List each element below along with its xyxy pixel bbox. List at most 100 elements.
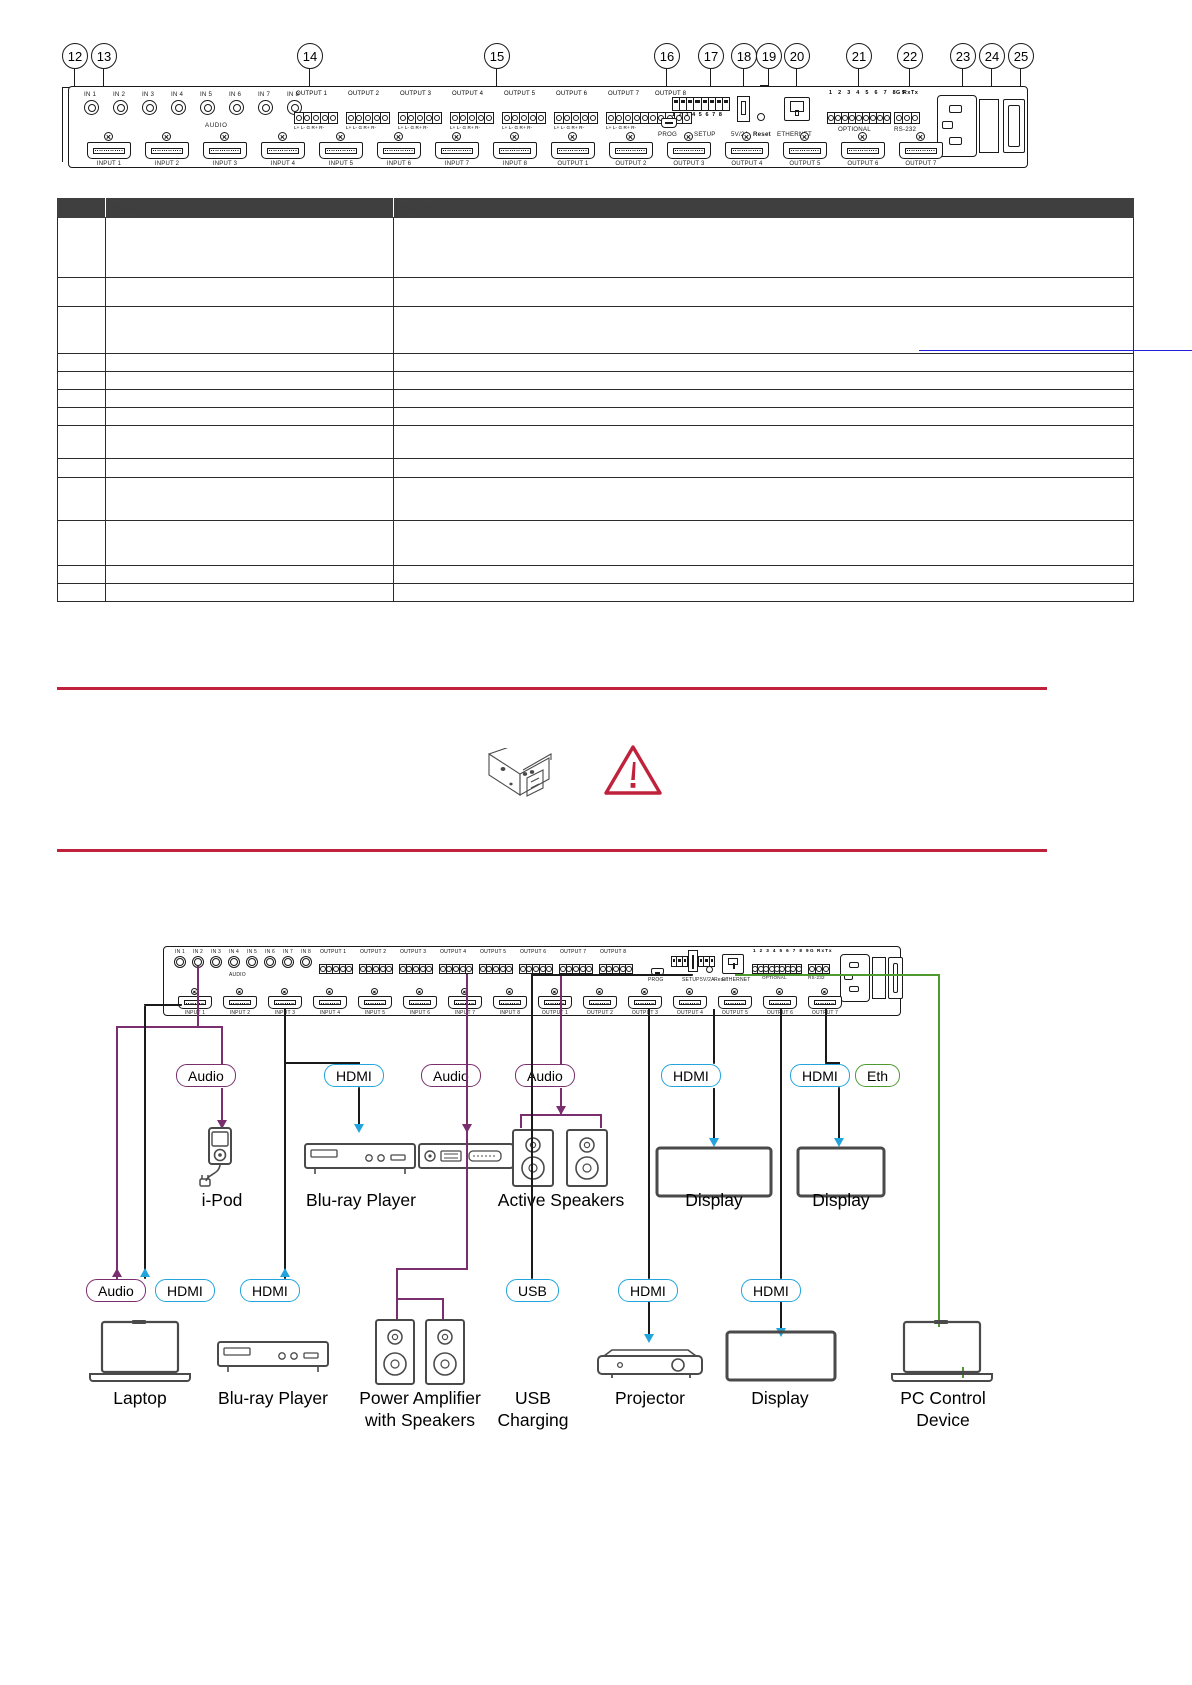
cd-hdmi-port-7[interactable] (448, 996, 482, 1009)
audio-in-jack-6[interactable] (229, 100, 244, 115)
cd-usb-port[interactable] (688, 950, 698, 972)
device-display-upper-1 (655, 1146, 773, 1200)
cd-hdmi-label-12: OUTPUT 4 (676, 1010, 704, 1016)
fuse-holder[interactable] (979, 99, 999, 153)
hdmi-output-6[interactable] (841, 142, 885, 159)
ethernet-port[interactable] (784, 97, 810, 121)
power-switch[interactable] (1003, 99, 1025, 153)
cd-rs232-terminal[interactable] (808, 964, 830, 974)
cd-bal-out-terminal-3[interactable] (399, 964, 433, 974)
hdmi-output-5[interactable] (783, 142, 827, 159)
badge-usb: USB (506, 1279, 559, 1302)
balanced-out-terminal-1[interactable] (294, 112, 338, 124)
cd-hdmi-port-10[interactable] (583, 996, 617, 1009)
cd-hdmi-port-14[interactable] (763, 996, 797, 1009)
cd-hdmi-port-3[interactable] (268, 996, 302, 1009)
audio-in-jack-4[interactable] (171, 100, 186, 115)
audio-in-label-5: IN 5 (200, 91, 213, 98)
external-link[interactable] (919, 349, 1192, 351)
cd-hdmi-port-8[interactable] (493, 996, 527, 1009)
audio-in-jack-2[interactable] (113, 100, 128, 115)
balanced-out-label-2: OUTPUT 2 (348, 91, 380, 97)
audio-in-jack-3[interactable] (142, 100, 157, 115)
hdmi-input-6[interactable] (377, 142, 421, 159)
cd-audio-in-jack-8[interactable] (300, 956, 312, 968)
cd-bal-out-terminal-2[interactable] (359, 964, 393, 974)
cd-audio-in-jack-4[interactable] (228, 956, 240, 968)
balanced-out-terminal-4[interactable] (450, 112, 494, 124)
balanced-out-terminal-3[interactable] (398, 112, 442, 124)
balanced-out-terminal-7[interactable] (606, 112, 650, 124)
balanced-out-terminal-5[interactable] (502, 112, 546, 124)
cd-bal-out-terminal-8[interactable] (599, 964, 633, 974)
cd-bal-out-terminal-5[interactable] (479, 964, 513, 974)
wire-audio-amp-h2 (396, 1298, 444, 1301)
hdmi-input-2[interactable] (145, 142, 189, 159)
cd-power-switch[interactable] (888, 957, 903, 999)
hdmi-output-4[interactable] (725, 142, 769, 159)
cd-bal-out-terminal-1[interactable] (319, 964, 353, 974)
cd-audio-in-label-7: IN 7 (283, 949, 293, 955)
cd-audio-in-jack-1[interactable] (174, 956, 186, 968)
hdmi-input-5[interactable] (319, 142, 363, 159)
cd-audio-in-jack-7[interactable] (282, 956, 294, 968)
hdmi-output-7[interactable] (899, 142, 943, 159)
setup-dip-switches[interactable] (672, 97, 730, 111)
cd-audio-in-jack-6[interactable] (264, 956, 276, 968)
device-label-display-lower: Display (751, 1388, 809, 1408)
cd-hdmi-port-6[interactable] (403, 996, 437, 1009)
callout-25: 25 (1008, 43, 1034, 69)
cd-hdmi-port-12[interactable] (673, 996, 707, 1009)
optional-terminal-block[interactable] (827, 112, 891, 124)
cd-audio-in-jack-3[interactable] (210, 956, 222, 968)
cd-power-inlet[interactable] (840, 954, 870, 1002)
cd-hdmi-port-4[interactable] (313, 996, 347, 1009)
hdmi-input-1[interactable] (87, 142, 131, 159)
cd-hdmi-port-11[interactable] (628, 996, 662, 1009)
audio-in-jack-5[interactable] (200, 100, 215, 115)
cd-hdmi-port-1[interactable] (178, 996, 212, 1009)
cd-hdmi-port-13[interactable] (718, 996, 752, 1009)
table-row (57, 565, 1134, 584)
audio-in-label-3: IN 3 (142, 91, 155, 98)
hdmi-input-7[interactable] (435, 142, 479, 159)
hdmi-out-screw-3 (684, 132, 693, 141)
cd-bal-out-terminal-7[interactable] (559, 964, 593, 974)
usb-charging-port[interactable] (737, 96, 750, 122)
badge-audio-speakers: Audio (515, 1064, 575, 1087)
callout-12: 12 (62, 43, 88, 69)
cd-audio-in-jack-5[interactable] (246, 956, 258, 968)
cd-hdmi-port-2[interactable] (223, 996, 257, 1009)
balanced-out-label-6: OUTPUT 6 (556, 91, 588, 97)
prog-mini-usb-port[interactable] (661, 118, 677, 128)
callout-22: 22 (897, 43, 923, 69)
balanced-out-terminal-6[interactable] (554, 112, 598, 124)
cd-hdmi-screw-10 (596, 988, 603, 995)
rs232-terminal-block[interactable] (894, 112, 920, 124)
cd-hdmi-label-1: INPUT 1 (184, 1010, 206, 1016)
cd-reset-button[interactable] (706, 966, 713, 973)
cd-optional-terminal[interactable] (752, 964, 802, 974)
audio-in-jack-7[interactable] (258, 100, 273, 115)
cd-fuse-holder[interactable] (872, 957, 886, 999)
hdmi-output-1[interactable] (551, 142, 595, 159)
cd-ethernet-port[interactable] (722, 954, 744, 974)
balanced-out-label-3: OUTPUT 3 (400, 91, 432, 97)
hdmi-output-label-4: OUTPUT 4 (731, 161, 763, 167)
hdmi-output-3[interactable] (667, 142, 711, 159)
wire-audio-amp-h1 (396, 1268, 468, 1271)
hdmi-output-2[interactable] (609, 142, 653, 159)
wire-hdmi-laptop-h1 (144, 1004, 182, 1007)
balanced-out-terminal-2[interactable] (346, 112, 390, 124)
hdmi-input-3[interactable] (203, 142, 247, 159)
hdmi-input-8[interactable] (493, 142, 537, 159)
cd-bal-out-terminal-6[interactable] (519, 964, 553, 974)
cd-hdmi-port-5[interactable] (358, 996, 392, 1009)
power-inlet-iec[interactable] (937, 95, 977, 157)
cd-hdmi-port-15[interactable] (808, 996, 842, 1009)
hdmi-input-4[interactable] (261, 142, 305, 159)
cd-bal-out-terminal-4[interactable] (439, 964, 473, 974)
reset-button[interactable] (757, 113, 765, 121)
audio-in-jack-1[interactable] (84, 100, 99, 115)
cd-hdmi-port-9[interactable] (538, 996, 572, 1009)
